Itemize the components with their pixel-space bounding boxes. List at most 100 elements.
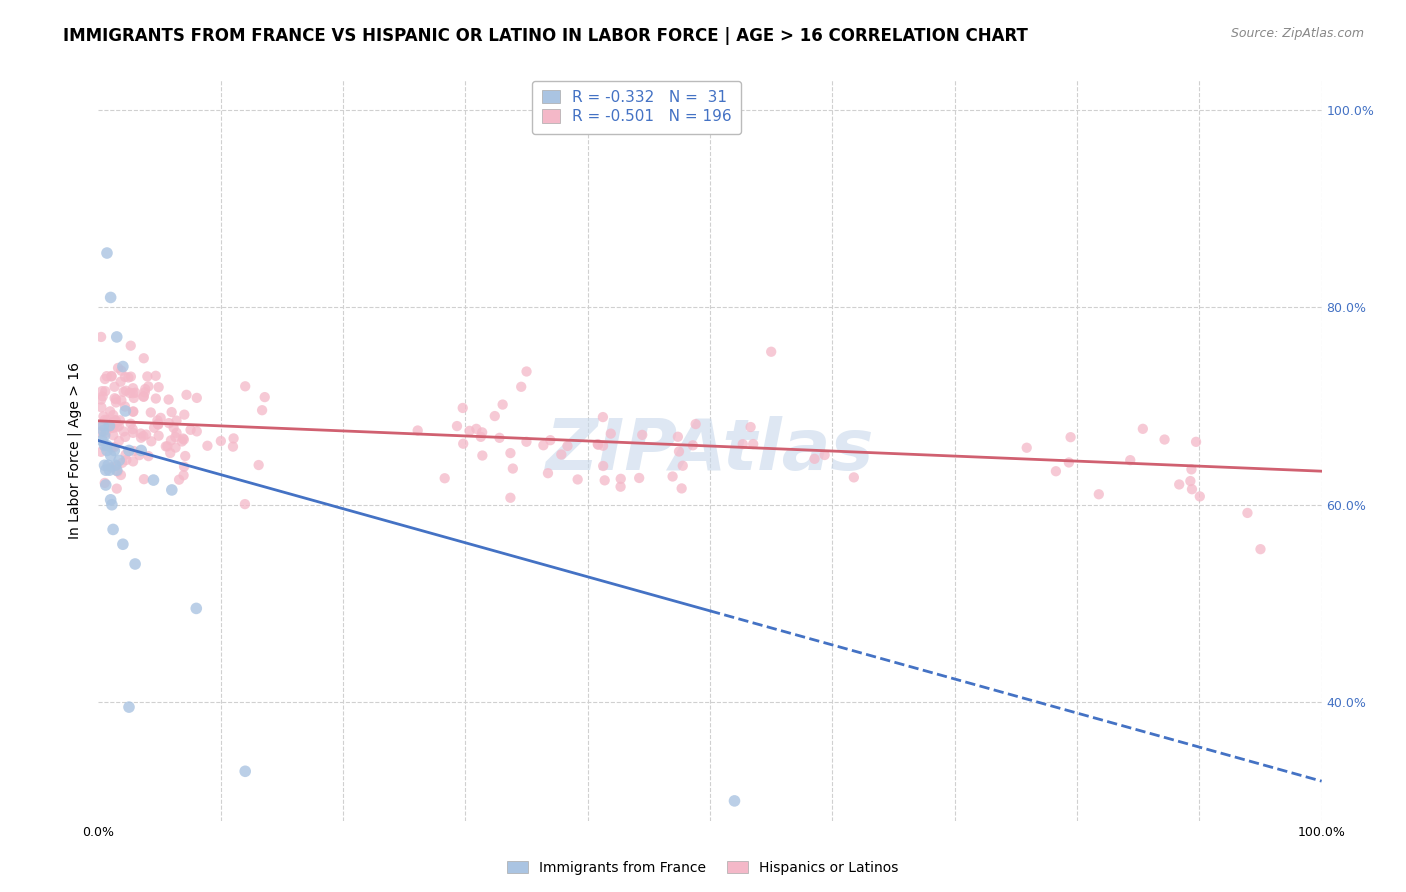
Point: [160, 483, 183, 497]
Point: [101, 523, 124, 537]
Point: [166, 425, 188, 440]
Point: [105, 458, 128, 473]
Point: [120, 339, 142, 353]
Point: [174, 449, 197, 463]
Point: [101, 498, 124, 512]
Point: [129, 426, 152, 441]
Point: [167, 473, 190, 487]
Point: [100, 492, 122, 507]
Point: [103, 443, 125, 458]
Point: [105, 420, 128, 434]
Point: [136, 369, 159, 384]
Point: [1180, 474, 1202, 488]
Point: [233, 379, 256, 393]
Point: [100, 449, 122, 463]
Point: [94, 463, 117, 477]
Point: [253, 390, 276, 404]
Point: [93, 409, 115, 424]
Point: [93, 458, 115, 473]
Point: [1168, 477, 1191, 491]
Point: [149, 410, 172, 425]
Point: [100, 421, 122, 435]
Point: [588, 438, 610, 452]
Point: [94, 384, 117, 399]
Point: [91, 384, 114, 399]
Point: [120, 369, 142, 384]
Point: [134, 382, 156, 396]
Point: [1059, 430, 1081, 444]
Point: [98, 404, 121, 418]
Point: [609, 472, 631, 486]
Point: [682, 438, 704, 452]
Point: [90, 392, 112, 407]
Point: [672, 458, 695, 473]
Point: [668, 444, 690, 458]
Point: [172, 432, 194, 446]
Point: [723, 794, 745, 808]
Text: ZIPAtlas: ZIPAtlas: [546, 416, 875, 485]
Legend: R = -0.332   N =  31, R = -0.501   N = 196: R = -0.332 N = 31, R = -0.501 N = 196: [533, 80, 741, 134]
Point: [114, 430, 136, 444]
Point: [499, 491, 522, 505]
Text: Source: ZipAtlas.com: Source: ZipAtlas.com: [1230, 27, 1364, 40]
Point: [94, 413, 117, 427]
Point: [484, 409, 506, 423]
Point: [186, 391, 208, 405]
Point: [111, 456, 134, 470]
Point: [173, 459, 195, 474]
Point: [433, 471, 456, 485]
Point: [122, 405, 145, 419]
Point: [118, 700, 141, 714]
Point: [100, 369, 122, 384]
Point: [103, 413, 125, 427]
Point: [197, 439, 219, 453]
Point: [451, 436, 474, 450]
Point: [90, 425, 112, 440]
Point: [110, 375, 132, 389]
Point: [471, 425, 494, 440]
Point: [124, 557, 146, 571]
Point: [103, 421, 125, 435]
Point: [814, 448, 837, 462]
Point: [122, 454, 145, 468]
Point: [160, 434, 183, 448]
Point: [593, 474, 616, 488]
Point: [91, 424, 114, 438]
Point: [842, 470, 865, 484]
Point: [112, 425, 135, 439]
Point: [515, 434, 537, 449]
Point: [104, 413, 127, 427]
Point: [173, 433, 195, 447]
Point: [1045, 464, 1067, 478]
Point: [222, 431, 245, 445]
Point: [111, 537, 134, 551]
Point: [114, 400, 136, 414]
Point: [157, 392, 180, 407]
Point: [107, 465, 129, 479]
Point: [186, 601, 208, 615]
Point: [138, 449, 160, 463]
Point: [105, 463, 128, 477]
Point: [599, 426, 621, 441]
Point: [557, 439, 579, 453]
Point: [537, 466, 560, 480]
Point: [114, 404, 136, 418]
Point: [510, 380, 533, 394]
Point: [132, 351, 155, 366]
Point: [98, 418, 121, 433]
Point: [96, 369, 118, 384]
Point: [98, 463, 121, 477]
Point: [129, 443, 152, 458]
Point: [1188, 490, 1211, 504]
Point: [165, 441, 187, 455]
Point: [90, 401, 112, 415]
Point: [233, 497, 256, 511]
Y-axis label: In Labor Force | Age > 16: In Labor Force | Age > 16: [67, 362, 83, 539]
Point: [148, 429, 170, 443]
Point: [451, 401, 474, 415]
Point: [94, 425, 117, 440]
Point: [488, 431, 510, 445]
Point: [96, 246, 118, 260]
Point: [671, 482, 693, 496]
Point: [96, 443, 118, 458]
